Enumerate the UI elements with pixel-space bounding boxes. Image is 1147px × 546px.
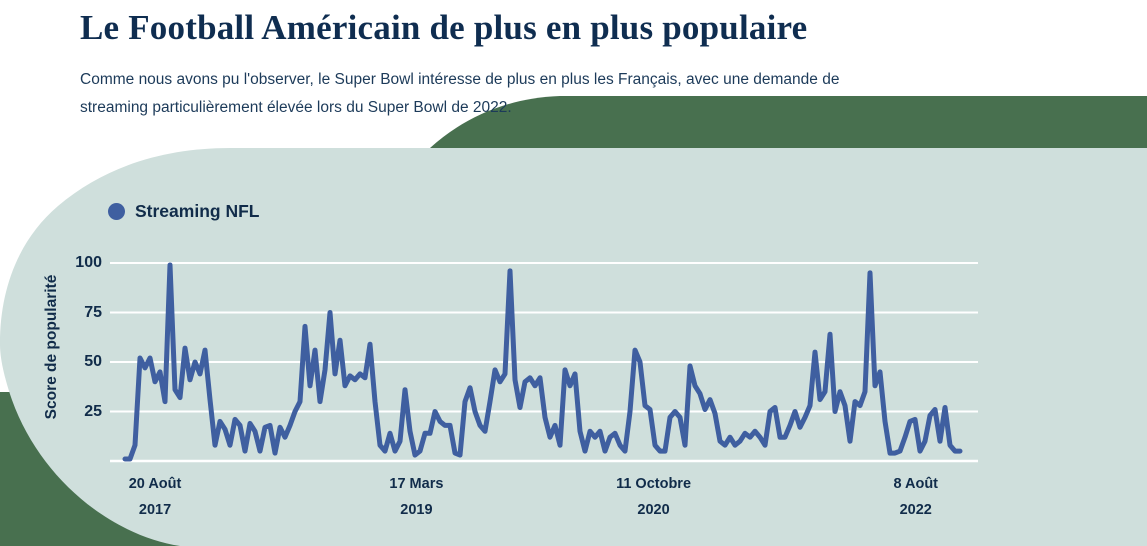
x-tick-label-0: 20 Août 2017	[128, 476, 182, 518]
page-title: Le Football Américain de plus en plus po…	[80, 8, 808, 47]
chart-panel-background	[0, 148, 1147, 546]
y-tick-label-75: 75	[84, 303, 102, 321]
legend-label: Streaming NFL	[135, 201, 260, 221]
chart-legend[interactable]: Streaming NFL	[108, 201, 259, 222]
streaming-nfl-line	[122, 262, 963, 462]
page-section-background-top	[430, 96, 1147, 148]
y-tick-label-50: 50	[84, 353, 102, 370]
legend-dot-icon	[108, 203, 125, 220]
page-subtitle-line2: streaming particulièrement élevée lors d…	[80, 99, 512, 116]
x-tick-label-1: 17 Mars 2019	[389, 476, 444, 518]
page-subtitle: Comme nous avons pu l'observer, le Super…	[80, 66, 839, 122]
y-tick-label-25: 25	[84, 402, 102, 420]
page-subtitle-line1: Comme nous avons pu l'observer, le Super…	[80, 71, 840, 88]
page-header: Le Football Américain de plus en plus po…	[80, 0, 839, 122]
y-tick-label-100: 100	[75, 254, 102, 271]
x-tick-label-3: 8 Août 2022	[893, 476, 939, 518]
x-tick-label-2: 11 Octobre 2020	[616, 476, 692, 518]
